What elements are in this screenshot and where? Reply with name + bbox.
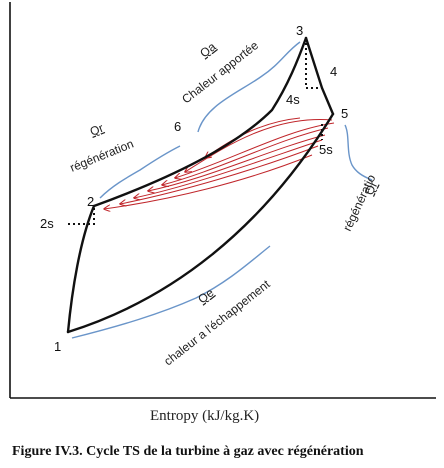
regen-arrow-1 <box>185 119 333 172</box>
heat-addition-curve <box>92 36 308 208</box>
heat-braces <box>71 41 373 339</box>
isentropic-4s-line <box>305 38 322 89</box>
qr-right-symbol: Qr <box>362 179 380 197</box>
qr-right-symbol-annotation: Qr <box>362 179 380 197</box>
point-4-label: 4 <box>330 64 337 79</box>
isentropic-lines <box>68 38 323 225</box>
regen-arrow-7 <box>104 154 313 209</box>
point-2-label: 2 <box>87 194 94 209</box>
qa-brace <box>197 41 301 133</box>
ts-diagram: 1 2 2s 3 4 4s 5 5s 6 Qa Chaleur apportée… <box>9 2 436 424</box>
qr-right-text: régénératio <box>340 172 378 233</box>
qr-left-brace <box>99 145 181 199</box>
point-1-label: 1 <box>54 339 61 354</box>
qr-left-symbol-annotation: Qr <box>88 121 106 139</box>
regen-arrow-3 <box>162 127 329 185</box>
regen-arrow-4 <box>148 134 326 191</box>
heat-rejection-curve <box>66 112 335 334</box>
qa-annotation: Qa <box>197 39 218 60</box>
point-5s-label: 5s <box>319 142 333 157</box>
axes <box>9 2 436 399</box>
isentropic-2s-line <box>68 206 95 225</box>
point-6-label: 6 <box>174 119 181 134</box>
qe-text-annotation: chaleur a l'échappement <box>161 277 273 369</box>
point-5-label: 5 <box>341 106 348 121</box>
x-axis-title: Entropy (kJ/kg.K) <box>150 408 259 424</box>
qe-text: chaleur a l'échappement <box>161 277 273 369</box>
qa-text: Chaleur apportée <box>179 38 261 106</box>
qa-symbol: Qa <box>197 39 218 60</box>
qa-text-annotation: Chaleur apportée <box>179 38 261 106</box>
regen-arrow-6 <box>120 145 319 204</box>
qe-brace <box>71 245 271 339</box>
figure-caption: Figure IV.3. Cycle TS de la turbine à ga… <box>12 444 364 459</box>
qr-right-text-annotation: régénératio <box>340 172 378 233</box>
qr-right-brace <box>344 124 373 181</box>
regen-arrow-5 <box>134 139 323 198</box>
compression-curve <box>66 204 96 334</box>
qr-left-text-annotation: régénération <box>68 137 136 175</box>
point-2s-label: 2s <box>40 216 54 231</box>
point-4s-label: 4s <box>286 92 300 107</box>
qr-left-text: régénération <box>68 137 136 175</box>
point-3-label: 3 <box>296 23 303 38</box>
regen-arrow-2 <box>175 122 335 178</box>
expansion-curve <box>304 36 335 116</box>
qr-left-symbol: Qr <box>88 121 106 139</box>
